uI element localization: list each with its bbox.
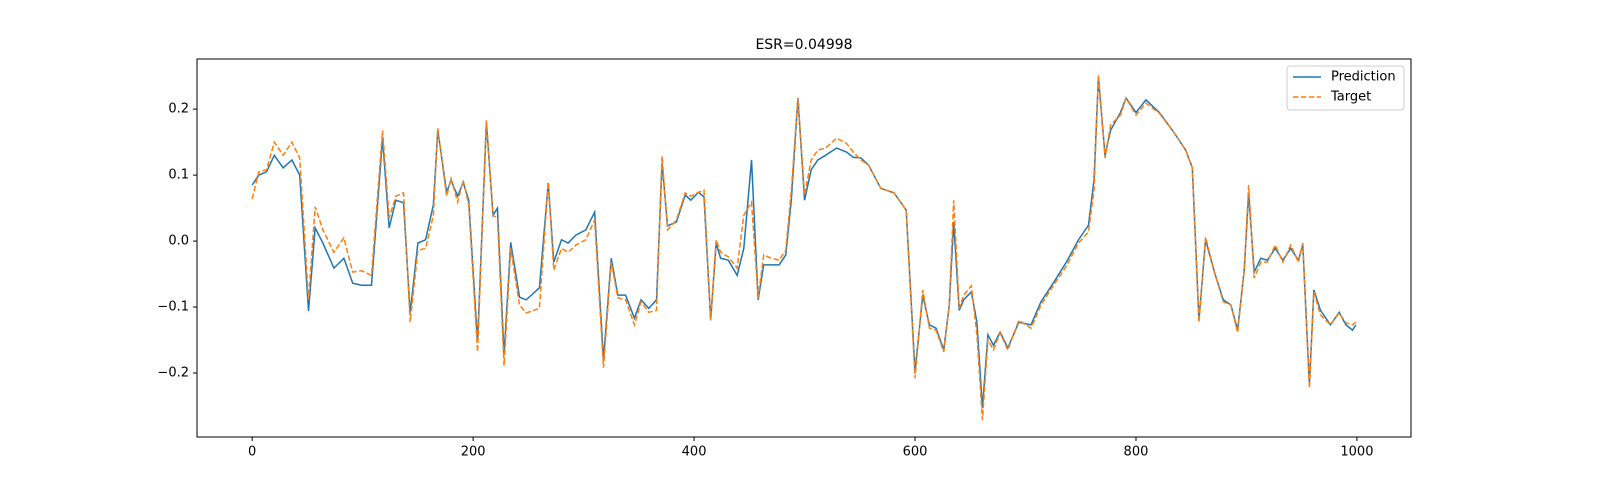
plot-frame (196, 58, 1412, 438)
legend-label: Target (1330, 90, 1371, 105)
x-tick-label: 400 (682, 445, 707, 460)
x-tick-label: 1000 (1340, 445, 1373, 460)
x-tick-label: 0 (248, 445, 256, 460)
series-line (251, 74, 1357, 420)
y-tick-label: −0.1 (157, 300, 189, 315)
x-tick-label: 200 (461, 445, 486, 460)
chart-title: ESR=0.04998 (755, 37, 852, 53)
y-tick-label: 0.1 (168, 168, 189, 183)
y-tick-label: 0.2 (168, 102, 189, 117)
x-tick-label: 800 (1124, 445, 1149, 460)
x-tick-label: 600 (903, 445, 928, 460)
legend: Prediction Target (1286, 65, 1405, 111)
y-tick-label: 0.0 (168, 234, 189, 249)
y-tick-label: −0.2 (157, 366, 189, 381)
legend-label: Prediction (1331, 70, 1396, 85)
